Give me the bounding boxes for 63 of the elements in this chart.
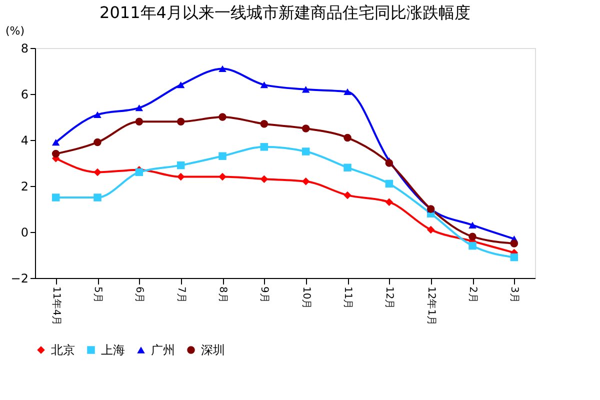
- x-tick-label: 12年1月: [425, 286, 438, 326]
- x-tick-label: 8月: [217, 286, 228, 303]
- legend-label: 北京: [51, 343, 75, 357]
- point: [344, 134, 352, 142]
- point: [344, 164, 352, 172]
- y-tick-label: 0: [20, 226, 28, 240]
- x-tick-label: 2月: [467, 286, 478, 303]
- point: [94, 138, 102, 146]
- point: [218, 152, 226, 160]
- point: [218, 113, 226, 121]
- point: [52, 194, 60, 202]
- y-tick-label: 2: [20, 180, 28, 194]
- point: [135, 168, 144, 176]
- y-axis-title: (%): [6, 24, 25, 38]
- point: [52, 150, 60, 158]
- y-tick-label: 6: [20, 88, 28, 102]
- point: [385, 198, 394, 206]
- x-tick-label: 11月: [342, 286, 353, 310]
- point: [135, 118, 144, 126]
- point: [510, 253, 518, 262]
- point: [94, 168, 102, 176]
- point: [176, 81, 185, 88]
- point: [385, 180, 394, 188]
- legend-label: 广州: [151, 343, 175, 357]
- point: [52, 138, 60, 146]
- point: [260, 81, 268, 88]
- point: [94, 194, 102, 202]
- x-tick-label: 12月: [384, 286, 395, 310]
- point: [176, 161, 185, 170]
- point: [135, 104, 144, 112]
- legend-label: 深圳: [201, 343, 225, 357]
- point: [344, 191, 352, 200]
- point: [302, 178, 310, 186]
- x-tick-label: 5月: [92, 286, 103, 303]
- chart-title: 2011年4月以来一线城市新建商品住宅同比涨跌幅度: [100, 3, 470, 22]
- point: [468, 242, 476, 250]
- y-tick-label: 8: [20, 42, 28, 56]
- point: [260, 143, 268, 151]
- point: [176, 172, 185, 181]
- x-tick-label: 3月: [508, 286, 520, 303]
- legend-label: 上海: [101, 343, 125, 357]
- x-tick-label: 6月: [134, 286, 145, 303]
- x-tick-label: 11年4月: [50, 286, 62, 326]
- point: [302, 148, 310, 156]
- point: [302, 86, 310, 93]
- x-tick-label: 7月: [175, 286, 186, 303]
- point: [218, 172, 226, 181]
- point: [344, 88, 352, 96]
- x-tick-label: 10月: [300, 286, 312, 310]
- point: [260, 175, 268, 183]
- point: [426, 226, 435, 234]
- point: [468, 232, 476, 240]
- y-tick-label: 4: [20, 134, 28, 148]
- point: [302, 124, 310, 132]
- point: [510, 240, 518, 248]
- point: [94, 111, 102, 118]
- point: [468, 222, 476, 228]
- point: [218, 65, 226, 72]
- point: [385, 159, 394, 167]
- point: [176, 118, 185, 126]
- point: [260, 120, 268, 128]
- y-tick-label: −2: [10, 272, 28, 286]
- x-tick-label: 9月: [258, 286, 270, 303]
